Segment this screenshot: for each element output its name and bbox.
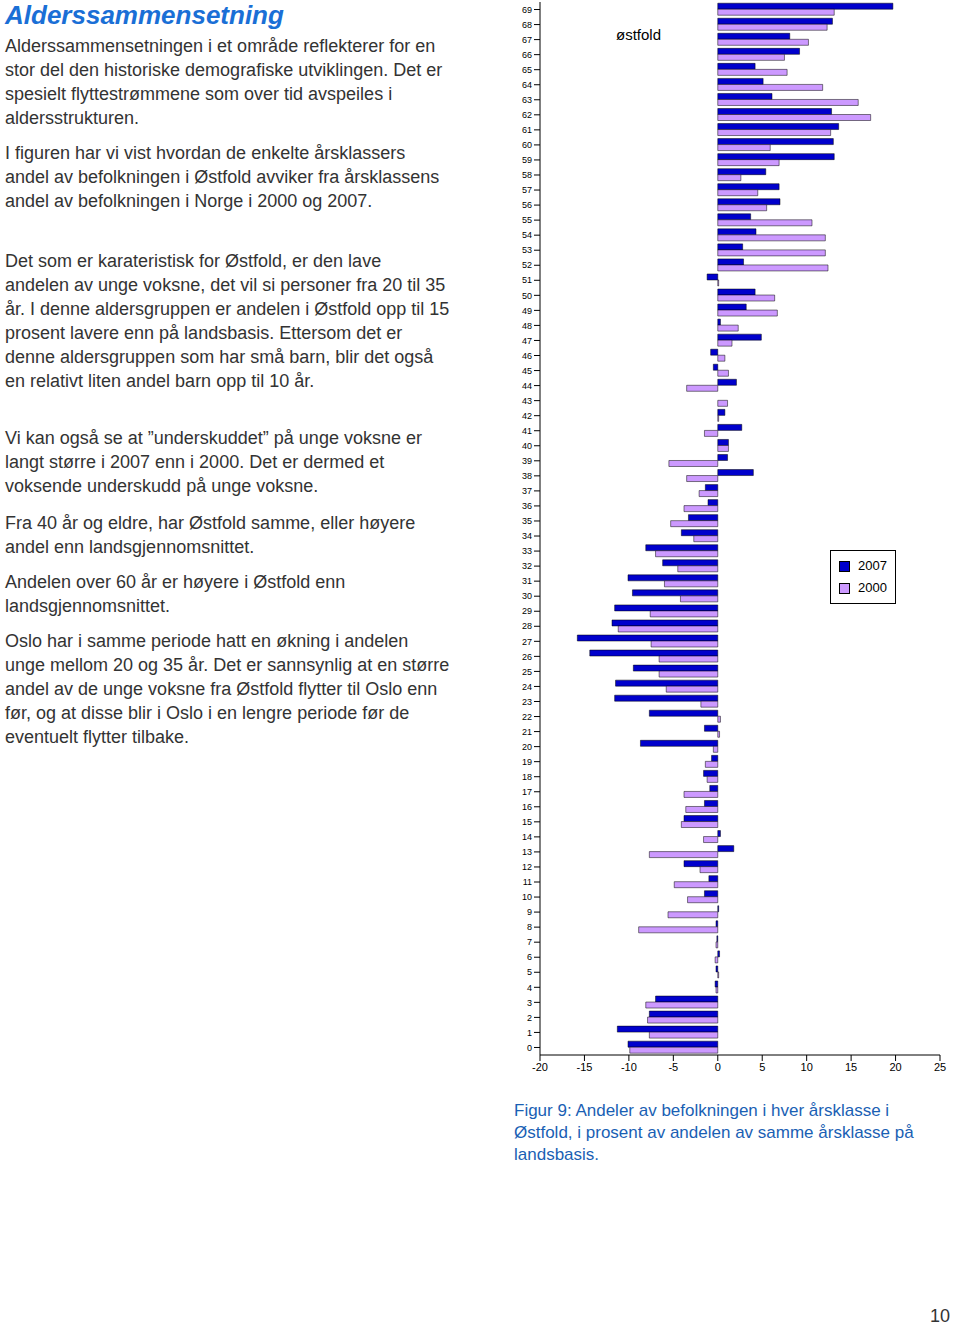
svg-text:28: 28 (522, 621, 532, 631)
svg-text:62: 62 (522, 110, 532, 120)
svg-text:56: 56 (522, 200, 532, 210)
svg-text:58: 58 (522, 170, 532, 180)
svg-text:21: 21 (522, 727, 532, 737)
svg-text:39: 39 (522, 456, 532, 466)
svg-text:43: 43 (522, 396, 532, 406)
svg-text:24: 24 (522, 682, 532, 692)
svg-text:41: 41 (522, 426, 532, 436)
svg-text:-10: -10 (621, 1061, 637, 1073)
svg-text:29: 29 (522, 606, 532, 616)
svg-text:33: 33 (522, 546, 532, 556)
svg-text:64: 64 (522, 80, 532, 90)
html-text:Alderssammensetning: Alderssammensetning (5, 0, 284, 30)
svg-text:17: 17 (522, 787, 532, 797)
svg-text:65: 65 (522, 65, 532, 75)
svg-text:23: 23 (522, 697, 532, 707)
html-text:Figur 9: Andeler av befolkning: Figur 9: Andeler av befolkningen i hver … (514, 1101, 914, 1164)
svg-text:0: 0 (527, 1043, 532, 1053)
svg-text:68: 68 (522, 20, 532, 30)
svg-text:20: 20 (522, 742, 532, 752)
svg-text:69: 69 (522, 5, 532, 15)
svg-text:37: 37 (522, 486, 532, 496)
svg-text:16: 16 (522, 802, 532, 812)
svg-text:3: 3 (527, 998, 532, 1008)
svg-text:60: 60 (522, 140, 532, 150)
svg-text:-5: -5 (668, 1061, 678, 1073)
svg-text:12: 12 (522, 862, 532, 872)
svg-text:53: 53 (522, 245, 532, 255)
html-text:Vi kan også se at ”underskudde: Vi kan også se at ”underskuddet” på unge… (5, 428, 422, 496)
svg-text:63: 63 (522, 95, 532, 105)
svg-text:2: 2 (527, 1013, 532, 1023)
svg-text:42: 42 (522, 411, 532, 421)
svg-text:49: 49 (522, 306, 532, 316)
html-text:10: 10 (930, 1306, 950, 1326)
svg-text:27: 27 (522, 637, 532, 647)
svg-text:57: 57 (522, 185, 532, 195)
svg-text:32: 32 (522, 561, 532, 571)
svg-text:46: 46 (522, 351, 532, 361)
html-text:østfold: østfold (616, 26, 661, 43)
svg-text:31: 31 (522, 576, 532, 586)
svg-text:45: 45 (522, 366, 532, 376)
svg-text:5: 5 (527, 967, 532, 977)
html-text:2007: 2007 (858, 558, 887, 573)
svg-text:50: 50 (522, 291, 532, 301)
svg-text:25: 25 (522, 667, 532, 677)
svg-text:25: 25 (934, 1061, 946, 1073)
svg-text:30: 30 (522, 591, 532, 601)
svg-text:1: 1 (527, 1028, 532, 1038)
svg-text:59: 59 (522, 155, 532, 165)
html-text:Alderssammensetningen i et omr: Alderssammensetningen i et område reflek… (5, 36, 443, 128)
svg-text:15: 15 (845, 1061, 857, 1073)
svg-text:15: 15 (522, 817, 532, 827)
svg-text:67: 67 (522, 35, 532, 45)
svg-text:-20: -20 (532, 1061, 548, 1073)
svg-text:5: 5 (759, 1061, 765, 1073)
svg-text:40: 40 (522, 441, 532, 451)
svg-text:44: 44 (522, 381, 532, 391)
svg-text:18: 18 (522, 772, 532, 782)
html-text:Oslo har i samme periode hatt: Oslo har i samme periode hatt en økning … (5, 631, 450, 747)
svg-text:10: 10 (522, 892, 532, 902)
svg-text:9: 9 (527, 907, 532, 917)
svg-text:20: 20 (889, 1061, 901, 1073)
svg-text:34: 34 (522, 531, 532, 541)
svg-text:55: 55 (522, 215, 532, 225)
svg-text:19: 19 (522, 757, 532, 767)
html-text:2000: 2000 (858, 580, 887, 595)
svg-text:7: 7 (527, 937, 532, 947)
svg-text:66: 66 (522, 50, 532, 60)
html-text:Fra 40 år og eldre, har Østfol: Fra 40 år og eldre, har Østfold samme, e… (5, 513, 416, 557)
svg-text:51: 51 (522, 275, 532, 285)
svg-text:8: 8 (527, 922, 532, 932)
svg-text:13: 13 (522, 847, 532, 857)
svg-text:0: 0 (715, 1061, 721, 1073)
svg-text:36: 36 (522, 501, 532, 511)
svg-text:26: 26 (522, 652, 532, 662)
svg-text:38: 38 (522, 471, 532, 481)
svg-text:-15: -15 (576, 1061, 592, 1073)
svg-text:52: 52 (522, 260, 532, 270)
html-text:Det som er karateristisk for Ø: Det som er karateristisk for Østfold, er… (5, 251, 450, 391)
html-text:Andelen over 60 år er høyere i: Andelen over 60 år er høyere i Østfold e… (5, 572, 346, 616)
svg-text:61: 61 (522, 125, 532, 135)
svg-text:10: 10 (801, 1061, 813, 1073)
svg-text:22: 22 (522, 712, 532, 722)
svg-text:14: 14 (522, 832, 532, 842)
svg-text:11: 11 (523, 877, 532, 887)
svg-text:6: 6 (527, 952, 532, 962)
svg-text:54: 54 (522, 230, 532, 240)
svg-text:47: 47 (522, 336, 532, 346)
html-text:I figuren har vi vist hvordan: I figuren har vi vist hvordan de enkelte… (5, 143, 440, 211)
svg-text:35: 35 (522, 516, 532, 526)
svg-text:4: 4 (527, 983, 532, 993)
svg-text:48: 48 (522, 321, 532, 331)
